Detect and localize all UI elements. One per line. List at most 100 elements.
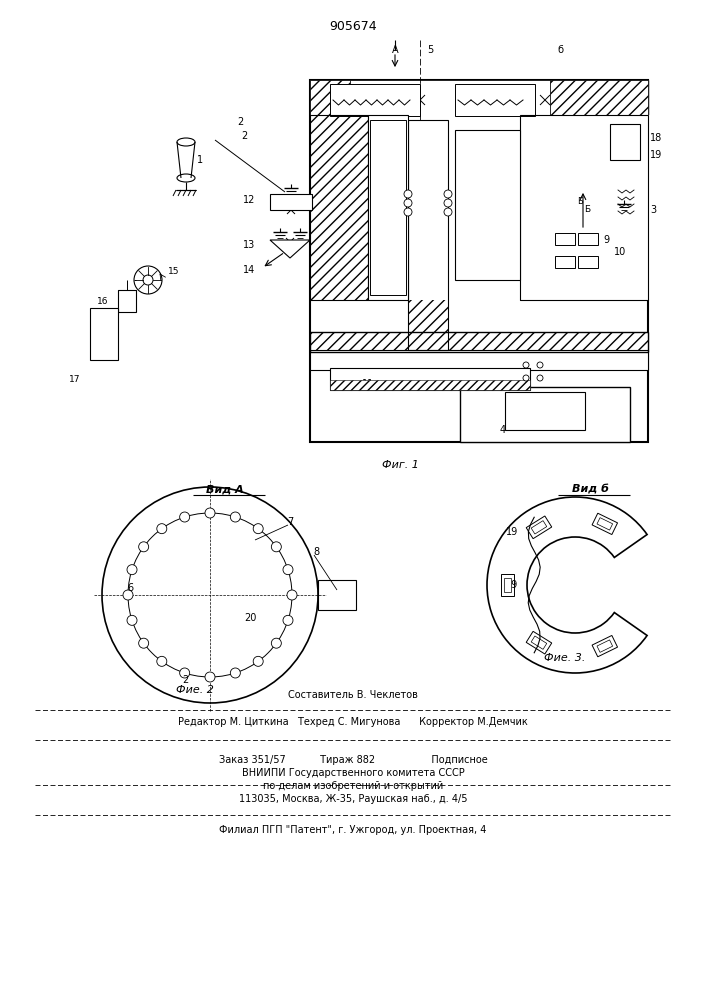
- Text: Фиг. 1: Фиг. 1: [382, 460, 419, 470]
- Bar: [330, 84, 420, 116]
- FancyBboxPatch shape: [592, 635, 617, 657]
- Text: 2: 2: [182, 675, 188, 685]
- FancyBboxPatch shape: [531, 636, 547, 649]
- Bar: [310, 115, 368, 300]
- Circle shape: [143, 275, 153, 285]
- Bar: [310, 80, 648, 120]
- Text: Фие. 3.: Фие. 3.: [544, 653, 585, 663]
- Text: Вид А: Вид А: [206, 485, 244, 495]
- Bar: [310, 332, 648, 352]
- Bar: [460, 387, 630, 442]
- Text: Редактор М. Циткина   Техред С. Мигунова      Корректор М.Демчик: Редактор М. Циткина Техред С. Мигунова К…: [178, 717, 528, 727]
- Circle shape: [523, 362, 529, 368]
- Circle shape: [155, 540, 265, 650]
- Ellipse shape: [177, 174, 195, 182]
- Circle shape: [283, 565, 293, 575]
- Bar: [520, 115, 648, 300]
- Circle shape: [271, 638, 281, 648]
- Circle shape: [123, 590, 133, 600]
- Text: 15: 15: [168, 267, 180, 276]
- Circle shape: [404, 199, 412, 207]
- Bar: [520, 115, 648, 300]
- Text: 18: 18: [650, 133, 662, 143]
- Circle shape: [404, 208, 412, 216]
- Bar: [610, 124, 640, 160]
- Text: 1: 1: [197, 155, 203, 165]
- Bar: [578, 256, 598, 268]
- Bar: [310, 115, 368, 300]
- Circle shape: [139, 542, 148, 552]
- Text: 905674: 905674: [329, 19, 377, 32]
- Text: Б: Б: [584, 206, 590, 215]
- Bar: [408, 120, 448, 350]
- FancyBboxPatch shape: [597, 640, 613, 652]
- FancyBboxPatch shape: [531, 521, 547, 534]
- Circle shape: [283, 615, 293, 625]
- Text: по делам изобретений и открытий: по делам изобретений и открытий: [263, 781, 443, 791]
- Text: 19: 19: [506, 527, 518, 537]
- Circle shape: [157, 656, 167, 666]
- Circle shape: [127, 565, 137, 575]
- Circle shape: [139, 638, 148, 648]
- Text: 6: 6: [127, 583, 133, 593]
- Bar: [578, 233, 598, 245]
- Bar: [505, 392, 585, 430]
- Circle shape: [537, 375, 543, 381]
- Text: 14: 14: [243, 265, 255, 275]
- Bar: [310, 350, 648, 370]
- Text: 16: 16: [96, 296, 108, 306]
- Text: Составитель В. Чеклетов: Составитель В. Чеклетов: [288, 690, 418, 700]
- Text: 5: 5: [427, 45, 433, 55]
- Text: 9: 9: [603, 235, 609, 245]
- Bar: [330, 380, 530, 390]
- FancyBboxPatch shape: [501, 574, 513, 596]
- Text: 11: 11: [362, 379, 374, 389]
- Circle shape: [523, 375, 529, 381]
- Text: 8: 8: [313, 547, 319, 557]
- Text: Вид б: Вид б: [571, 485, 609, 495]
- Bar: [350, 80, 550, 120]
- Text: 20: 20: [244, 613, 256, 623]
- Circle shape: [287, 590, 297, 600]
- Bar: [408, 120, 448, 350]
- Circle shape: [444, 190, 452, 198]
- Text: 19: 19: [650, 150, 662, 160]
- FancyBboxPatch shape: [526, 516, 551, 539]
- Bar: [555, 256, 575, 268]
- Bar: [555, 233, 575, 245]
- Polygon shape: [270, 240, 310, 258]
- Bar: [550, 80, 648, 120]
- Bar: [310, 80, 350, 120]
- Circle shape: [127, 615, 137, 625]
- Bar: [90, 308, 118, 360]
- Text: 2: 2: [237, 117, 243, 127]
- Bar: [330, 368, 530, 390]
- FancyBboxPatch shape: [597, 518, 613, 530]
- Circle shape: [537, 362, 543, 368]
- Circle shape: [180, 512, 189, 522]
- Text: 10: 10: [614, 247, 626, 257]
- FancyBboxPatch shape: [592, 513, 617, 535]
- Text: 4: 4: [500, 425, 506, 435]
- Text: 113035, Москва, Ж-35, Раушская наб., д. 4/5: 113035, Москва, Ж-35, Раушская наб., д. …: [239, 794, 467, 804]
- Ellipse shape: [177, 138, 195, 146]
- Text: A: A: [392, 45, 398, 55]
- Bar: [370, 120, 406, 295]
- Circle shape: [444, 199, 452, 207]
- FancyBboxPatch shape: [526, 631, 551, 654]
- Bar: [310, 80, 648, 442]
- Text: 19: 19: [506, 580, 518, 590]
- Text: 12: 12: [243, 195, 255, 205]
- Circle shape: [128, 513, 292, 677]
- Circle shape: [271, 542, 281, 552]
- Circle shape: [180, 668, 189, 678]
- Text: ВНИИПИ Государственного комитета СССР: ВНИИПИ Государственного комитета СССР: [242, 768, 464, 778]
- Bar: [455, 84, 535, 116]
- Wedge shape: [487, 497, 647, 673]
- Circle shape: [205, 508, 215, 518]
- Circle shape: [253, 656, 263, 666]
- Bar: [368, 115, 678, 300]
- Text: 17: 17: [69, 375, 80, 384]
- Text: Заказ 351/57           Тираж 882                  Подписное: Заказ 351/57 Тираж 882 Подписное: [218, 755, 487, 765]
- Bar: [368, 115, 408, 300]
